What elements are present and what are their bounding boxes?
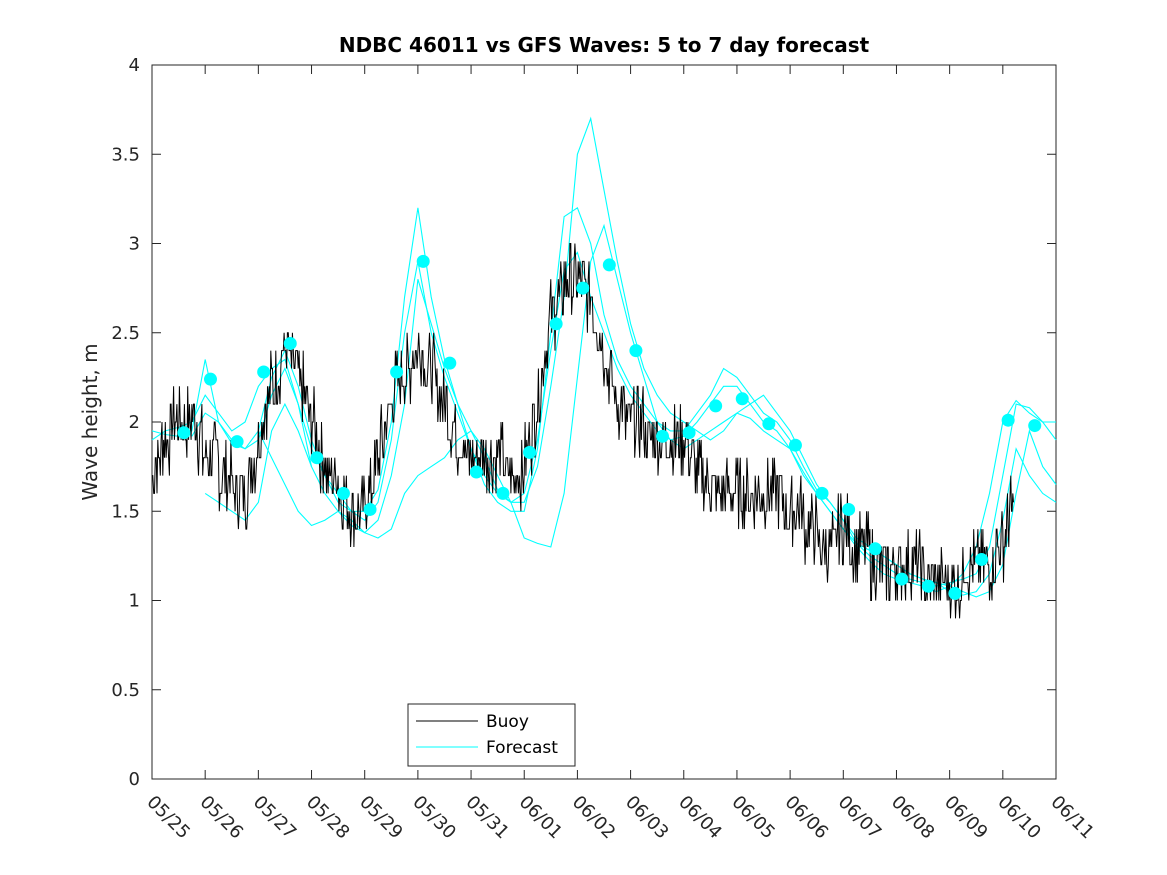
x-tick-label: 06/08 — [887, 792, 939, 844]
x-tick-label: 06/07 — [834, 792, 886, 844]
forecast-marker — [417, 255, 430, 268]
forecast-marker — [364, 503, 377, 516]
x-tick-label: 06/11 — [1046, 792, 1098, 844]
forecast-marker — [603, 258, 616, 271]
x-tick-label: 06/03 — [621, 792, 673, 844]
x-tick-label: 05/31 — [462, 792, 514, 844]
forecast-marker — [443, 357, 456, 370]
legend-forecast-label: Forecast — [486, 738, 558, 758]
y-tick-label: 2 — [129, 412, 140, 433]
forecast-marker — [789, 439, 802, 452]
wave-height-chart: NDBC 46011 vs GFS Waves: 5 to 7 day fore… — [0, 0, 1167, 875]
x-tick-label: 05/26 — [196, 792, 248, 844]
forecast-marker — [257, 366, 270, 379]
forecast-marker — [470, 465, 483, 478]
y-tick-label: 1 — [129, 591, 140, 612]
forecast-marker — [683, 426, 696, 439]
forecast-line — [205, 119, 1056, 596]
forecast-marker — [204, 373, 217, 386]
y-tick-label: 0 — [129, 769, 140, 790]
x-tick-label: 06/02 — [568, 792, 620, 844]
y-tick-label: 3.5 — [111, 144, 140, 165]
forecast-marker — [1028, 419, 1041, 432]
forecast-marker — [869, 542, 882, 555]
legend-buoy-label: Buoy — [486, 712, 529, 732]
forecast-marker — [523, 446, 536, 459]
y-tick-label: 3 — [129, 234, 140, 255]
y-axis-label: Wave height, m — [78, 343, 102, 500]
y-tick-label: 2.5 — [111, 323, 140, 344]
y-tick-label: 1.5 — [111, 501, 140, 522]
x-tick-label: 06/09 — [940, 792, 992, 844]
forecast-marker — [390, 366, 403, 379]
forecast-marker — [816, 487, 829, 500]
forecast-marker — [762, 417, 775, 430]
forecast-line — [152, 360, 312, 467]
forecast-marker — [177, 426, 190, 439]
legend: Buoy Forecast — [408, 704, 575, 766]
forecast-marker — [337, 487, 350, 500]
y-tick-label: 4 — [129, 55, 140, 76]
forecast-marker — [550, 317, 563, 330]
x-tick-label: 05/25 — [142, 792, 194, 844]
x-tick-label: 06/04 — [674, 792, 726, 844]
forecast-marker — [1002, 414, 1015, 427]
forecast-marker — [975, 553, 988, 566]
y-tick-label: 0.5 — [111, 680, 140, 701]
forecast-marker — [310, 451, 323, 464]
axes-box — [152, 65, 1056, 779]
forecast-line — [258, 226, 1056, 597]
forecast-marker — [842, 503, 855, 516]
x-tick-label: 06/06 — [781, 792, 833, 844]
forecast-marker — [736, 392, 749, 405]
forecast-marker — [656, 430, 669, 443]
forecast-marker — [231, 435, 244, 448]
forecast-marker — [895, 573, 908, 586]
forecast-marker — [629, 344, 642, 357]
forecast-marker — [284, 337, 297, 350]
forecast-marker — [576, 282, 589, 295]
forecast-marker — [948, 587, 961, 600]
forecast-marker — [709, 399, 722, 412]
forecast-marker — [496, 487, 509, 500]
buoy-line — [152, 244, 1014, 619]
x-tick-label: 05/27 — [249, 792, 301, 844]
x-tick-label: 06/05 — [727, 792, 779, 844]
x-tick-label: 05/29 — [355, 792, 407, 844]
x-tick-label: 06/01 — [515, 792, 567, 844]
x-tick-label: 05/30 — [408, 792, 460, 844]
x-tick-label: 05/28 — [302, 792, 354, 844]
x-tick-label: 06/10 — [993, 792, 1045, 844]
forecast-marker — [922, 580, 935, 593]
chart-title: NDBC 46011 vs GFS Waves: 5 to 7 day fore… — [339, 33, 870, 57]
